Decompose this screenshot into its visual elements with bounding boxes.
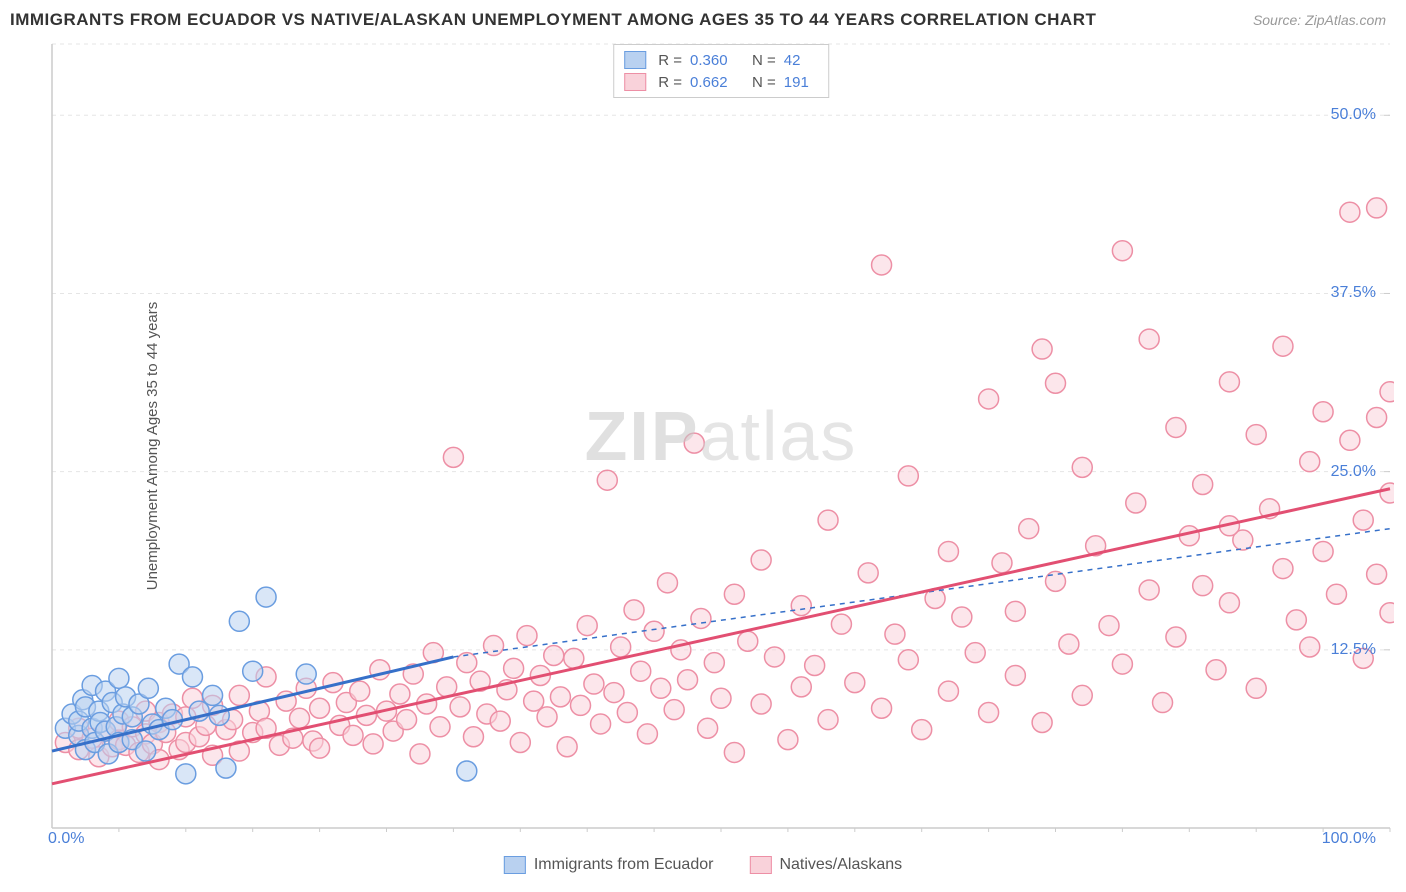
n-value: 191 (784, 74, 818, 91)
n-label: N = (752, 74, 776, 91)
n-value: 42 (784, 52, 818, 69)
r-label: R = (658, 52, 682, 69)
legend-swatch (749, 856, 771, 874)
y-tick-label: 12.5% (1331, 641, 1376, 659)
y-tick-label: 50.0% (1331, 106, 1376, 124)
r-value: 0.360 (690, 52, 744, 69)
n-label: N = (752, 52, 776, 69)
legend-series-label: Immigrants from Ecuador (534, 856, 714, 874)
legend-series-label: Natives/Alaskans (779, 856, 902, 874)
r-value: 0.662 (690, 74, 744, 91)
scatter-chart-svg (48, 40, 1394, 832)
series-legend: Immigrants from Ecuador Natives/Alaskans (504, 856, 902, 874)
legend-swatch (624, 51, 646, 69)
legend-swatch (504, 856, 526, 874)
chart-title: IMMIGRANTS FROM ECUADOR VS NATIVE/ALASKA… (10, 10, 1096, 30)
x-axis-min-label: 0.0% (48, 830, 84, 848)
y-tick-label: 37.5% (1331, 284, 1376, 302)
legend-series-item: Natives/Alaskans (749, 856, 902, 874)
legend-series-item: Immigrants from Ecuador (504, 856, 714, 874)
legend-correlation-row: R = 0.360 N = 42 (624, 49, 818, 71)
legend-swatch (624, 73, 646, 91)
r-label: R = (658, 74, 682, 91)
correlation-legend: R = 0.360 N = 42 R = 0.662 N = 191 (613, 44, 829, 98)
y-tick-label: 25.0% (1331, 463, 1376, 481)
chart-area: ZIPatlas R =0.360N =42R =0.662N =191 (48, 40, 1394, 832)
legend-correlation-row: R = 0.662 N = 191 (624, 71, 818, 93)
x-axis-max-label: 100.0% (1322, 830, 1376, 848)
source-label: Source: ZipAtlas.com (1253, 12, 1386, 28)
